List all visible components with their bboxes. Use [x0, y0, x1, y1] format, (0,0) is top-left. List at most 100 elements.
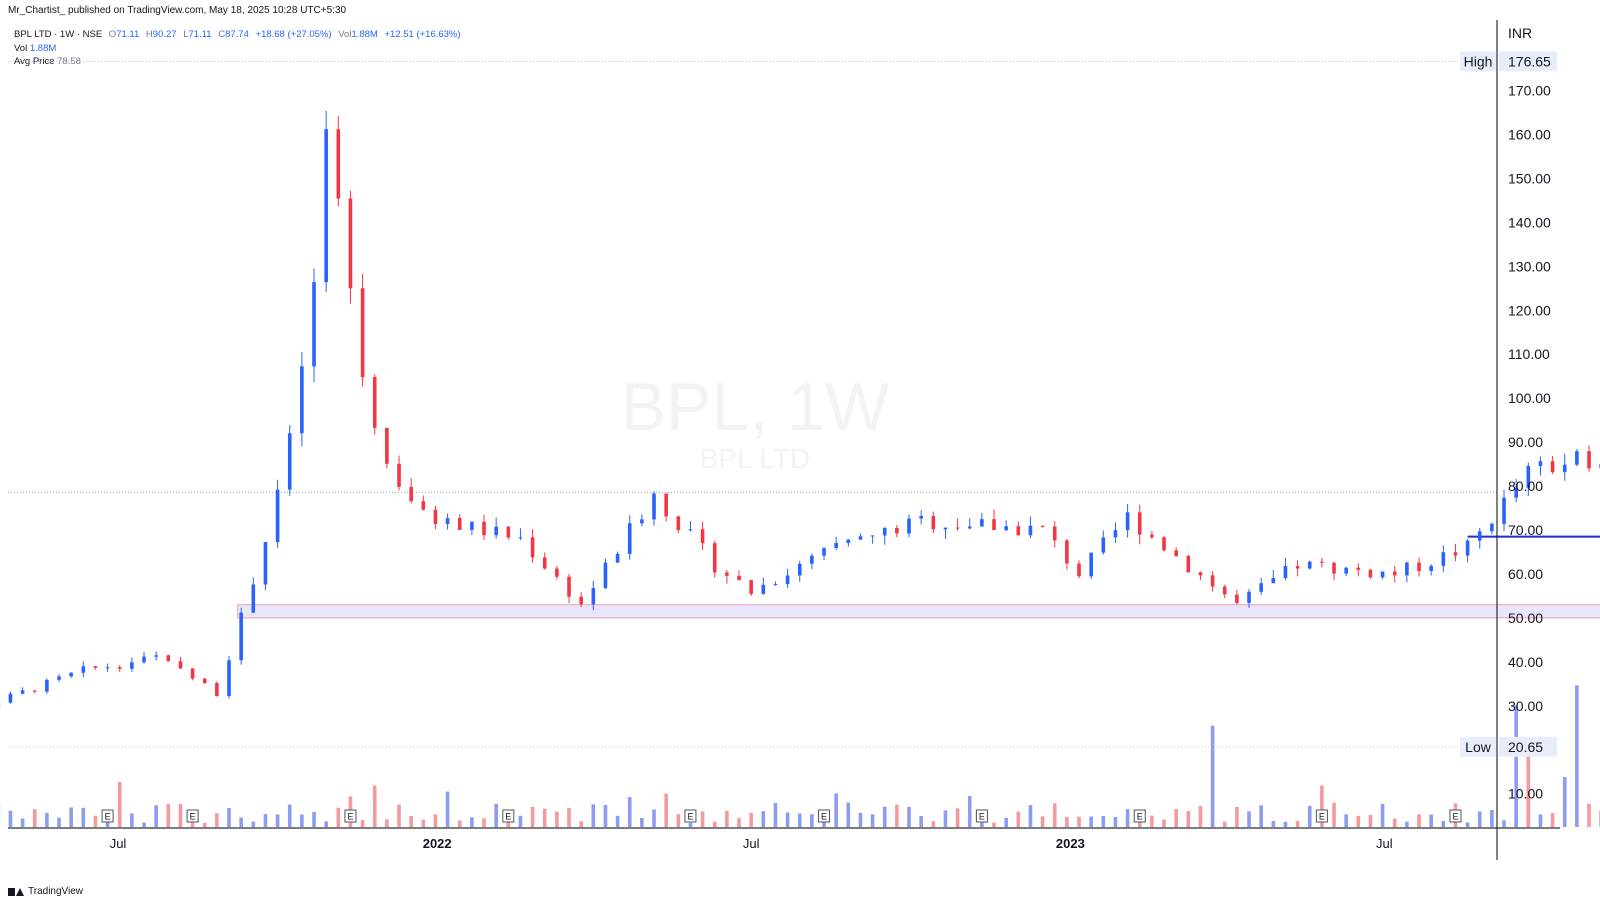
candle-body [20, 690, 25, 694]
price-tick-label: 10.00 [1508, 786, 1543, 802]
volume-bar [1065, 816, 1069, 827]
earnings-marker [344, 809, 357, 823]
volume-bar [882, 806, 887, 827]
candle-body [1441, 552, 1446, 566]
volume-bar [603, 804, 608, 827]
volume-bar [324, 821, 328, 827]
candle-body [627, 523, 632, 554]
low-tag-box [1460, 736, 1496, 757]
candle-body [1344, 567, 1348, 574]
volume-bar [1186, 811, 1191, 827]
volume-bar [980, 822, 984, 827]
volume-bar [57, 817, 61, 827]
candle-body [907, 518, 911, 534]
price-tick-label: 170.00 [1508, 83, 1551, 99]
volume-bar [700, 811, 705, 827]
volume-bar [1538, 814, 1543, 827]
volume-bar [1089, 816, 1093, 827]
earnings-marker-label: E [105, 812, 111, 822]
candle-body [640, 519, 644, 524]
volume-bar [518, 815, 523, 827]
volume-bar [1150, 815, 1154, 827]
volume-bar [591, 804, 596, 827]
volume-bar [1465, 822, 1470, 827]
volume-bar [1380, 803, 1385, 827]
volume-bar [895, 804, 899, 827]
candle-body [117, 667, 122, 669]
candle-body [324, 129, 328, 283]
candle-body [1259, 583, 1263, 592]
candle-body [1222, 586, 1227, 595]
earnings-marker [502, 809, 515, 823]
volume-bar [1320, 785, 1324, 827]
volume-bar [251, 821, 256, 827]
volume-bar [1016, 811, 1021, 827]
candle-body [8, 693, 13, 703]
volume-bar [712, 821, 717, 827]
volume-bar [470, 817, 474, 827]
candle-body [664, 493, 668, 517]
volume-bar [1332, 802, 1336, 827]
volume-bar [1429, 814, 1433, 827]
candle-body [1052, 526, 1057, 541]
candle-body [882, 527, 887, 536]
volume-bar [215, 813, 219, 827]
earnings-marker [1315, 809, 1328, 823]
volume-bar [785, 812, 790, 827]
volume-bar [1562, 777, 1567, 827]
volume-bar [761, 811, 766, 827]
volume-bar [1307, 805, 1312, 827]
earnings-marker [818, 809, 831, 823]
volume-bar [555, 811, 559, 827]
candle-body [1465, 540, 1470, 556]
volume-bar [1077, 816, 1081, 827]
volume-bar [385, 819, 389, 827]
volume-bar [1052, 803, 1057, 827]
tradingview-footer[interactable]: TradingView [8, 886, 83, 897]
volume-spike-bar [1210, 725, 1215, 827]
low-value-label: 20.65 [1508, 739, 1543, 755]
candle-body [555, 568, 559, 577]
volume-bar [992, 822, 996, 827]
candle-body [810, 555, 814, 564]
candle-body [1356, 567, 1361, 570]
candle-body [385, 427, 389, 464]
candle-body [1538, 461, 1543, 466]
volume-bar [640, 818, 644, 827]
price-chart[interactable]: BPL, 1W BPL LTD EEEEEEEEEEEEEEEE INR170.… [0, 0, 1600, 880]
time-tick-label: Jul [110, 836, 127, 851]
volume-spike-bar [1526, 737, 1531, 827]
volume-bar [312, 811, 316, 827]
low-tag-label: Low [1465, 739, 1492, 755]
volume-bar [1356, 815, 1361, 827]
candle-body [227, 660, 231, 697]
volume-bar [494, 803, 498, 827]
price-tick-label: 40.00 [1508, 654, 1543, 670]
volume-bar [1587, 803, 1591, 827]
volume-bar [1392, 818, 1397, 827]
candle-body [300, 366, 304, 434]
candle-body [1368, 569, 1373, 578]
earnings-marker-label: E [1452, 812, 1458, 822]
time-tick-label: 2023 [1056, 836, 1085, 851]
volume-bar [530, 806, 535, 827]
watermark-name: BPL LTD [700, 443, 810, 474]
earnings-marker-label: E [821, 812, 827, 822]
candle-body [1101, 537, 1106, 553]
legend-symbol: BPL LTD · 1W · NSE [14, 29, 103, 40]
support-zone [237, 604, 1600, 619]
candle-body [1587, 451, 1591, 469]
volume-bar [130, 813, 134, 827]
volume-bar [1259, 805, 1263, 827]
volume-bar [1004, 817, 1008, 827]
candle-body [676, 516, 681, 531]
volume-bar [1368, 814, 1373, 827]
candle-body [846, 539, 851, 544]
volume-bar [166, 803, 171, 827]
candle-body [470, 521, 474, 530]
legend-volume-row: Vol 1.88M [14, 42, 461, 56]
candle-body [312, 282, 316, 367]
volume-bar [275, 814, 280, 827]
legend-change: +18.68 (+27.05%) [255, 29, 332, 40]
candle-body [397, 463, 401, 487]
